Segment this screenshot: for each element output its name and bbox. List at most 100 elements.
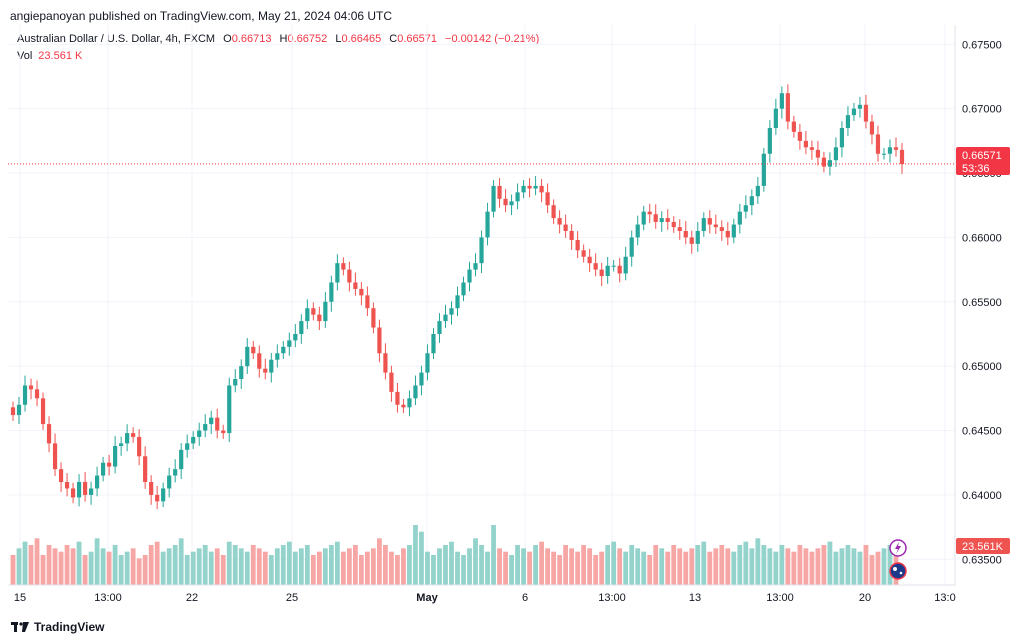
candle-body	[887, 147, 893, 154]
high-label: H	[279, 33, 288, 45]
candle	[329, 275, 334, 312]
candle-body	[137, 436, 142, 457]
volume-bar	[743, 541, 749, 585]
volume-bar	[214, 548, 220, 585]
candle	[665, 209, 670, 230]
candle	[707, 210, 712, 234]
close-label: C	[389, 33, 398, 45]
candle	[76, 474, 82, 507]
candle	[16, 396, 22, 424]
candle	[743, 195, 748, 219]
volume-bar	[737, 545, 743, 585]
volume-bar	[815, 548, 821, 585]
candle	[431, 328, 436, 360]
candle	[551, 199, 556, 224]
volume-bar	[725, 548, 731, 585]
volume-bar	[665, 551, 671, 585]
candle	[227, 377, 232, 442]
volume-bar	[316, 551, 322, 585]
volume-bar	[593, 555, 599, 585]
candle	[659, 211, 664, 232]
footer-brand[interactable]: TradingView	[11, 620, 104, 634]
candle	[689, 230, 694, 254]
price-axis[interactable]: 0.675000.670000.665000.660000.655000.650…	[962, 39, 1002, 566]
candle-body	[233, 379, 238, 386]
time-tick-label: 6	[522, 592, 528, 604]
volume-bar	[719, 545, 725, 585]
candle-body	[647, 211, 652, 215]
candle-body	[437, 321, 442, 334]
candle	[875, 125, 881, 162]
volume-bar	[154, 541, 160, 585]
volume-bar	[58, 551, 64, 585]
volume-bar	[851, 548, 857, 585]
lightning-icon[interactable]	[889, 539, 907, 557]
candle-body	[167, 475, 172, 489]
volume-bar	[671, 545, 677, 585]
time-tick-label: May	[416, 592, 438, 604]
candle-body	[149, 482, 154, 495]
candle-body	[503, 198, 508, 206]
flag-au-icon[interactable]	[889, 562, 907, 580]
candle-body	[161, 488, 166, 502]
volume-bar	[190, 551, 196, 585]
candle	[287, 332, 292, 356]
candle-body	[70, 488, 76, 498]
open-label: O	[223, 33, 232, 45]
candle-body	[587, 256, 592, 264]
candle	[64, 473, 70, 497]
candle-body	[635, 224, 640, 238]
volume-bar	[731, 551, 737, 585]
volume-bar	[539, 541, 544, 585]
volume-bar	[509, 555, 514, 585]
candle	[887, 139, 893, 163]
volume-bar	[521, 548, 526, 585]
volume-bar	[659, 548, 665, 585]
volume-bar	[262, 551, 268, 585]
candle	[281, 341, 286, 360]
volume-bar	[827, 541, 833, 585]
volume-bar	[100, 548, 106, 585]
volume-bar	[875, 551, 881, 585]
candle	[203, 414, 208, 438]
candle-body	[707, 218, 712, 225]
candle-body	[515, 192, 520, 202]
volume-bar	[527, 551, 532, 585]
candle	[719, 220, 724, 241]
candle	[725, 222, 730, 246]
volume-bar	[70, 548, 76, 585]
candle-body	[335, 263, 340, 283]
volume-bar	[208, 551, 214, 585]
candles	[10, 84, 905, 510]
candle-body	[797, 131, 802, 141]
candle	[593, 253, 598, 277]
candle	[419, 365, 424, 396]
volume-bar	[575, 551, 581, 585]
time-tick-label: 22	[186, 592, 198, 604]
price-tick-label: 0.67500	[962, 39, 1002, 51]
candle	[557, 210, 562, 234]
volume-bar	[425, 551, 430, 585]
volume-bar	[106, 551, 112, 585]
volume-value: 23.561 K	[38, 50, 83, 62]
price-tick-label: 0.63500	[962, 554, 1002, 566]
volume-bar	[220, 555, 226, 585]
candle	[893, 137, 899, 157]
volume-bar	[401, 548, 406, 585]
volume-bar	[545, 548, 551, 585]
candle-body	[509, 201, 514, 206]
volume-bar	[449, 541, 454, 585]
candle	[779, 86, 784, 119]
candle-body	[377, 327, 382, 354]
time-axis[interactable]: 15 13:00 22 25 May 6 13:00 13 13:00 20 13:0	[14, 592, 956, 604]
candle	[131, 427, 136, 443]
candle-body	[815, 149, 821, 158]
candle-body	[413, 385, 418, 399]
volume-bar	[833, 551, 839, 585]
volume-bar	[887, 545, 893, 585]
volume-bar	[869, 555, 875, 585]
volume-bar	[437, 548, 442, 585]
candle-body	[575, 239, 580, 251]
candle-body	[94, 475, 100, 489]
